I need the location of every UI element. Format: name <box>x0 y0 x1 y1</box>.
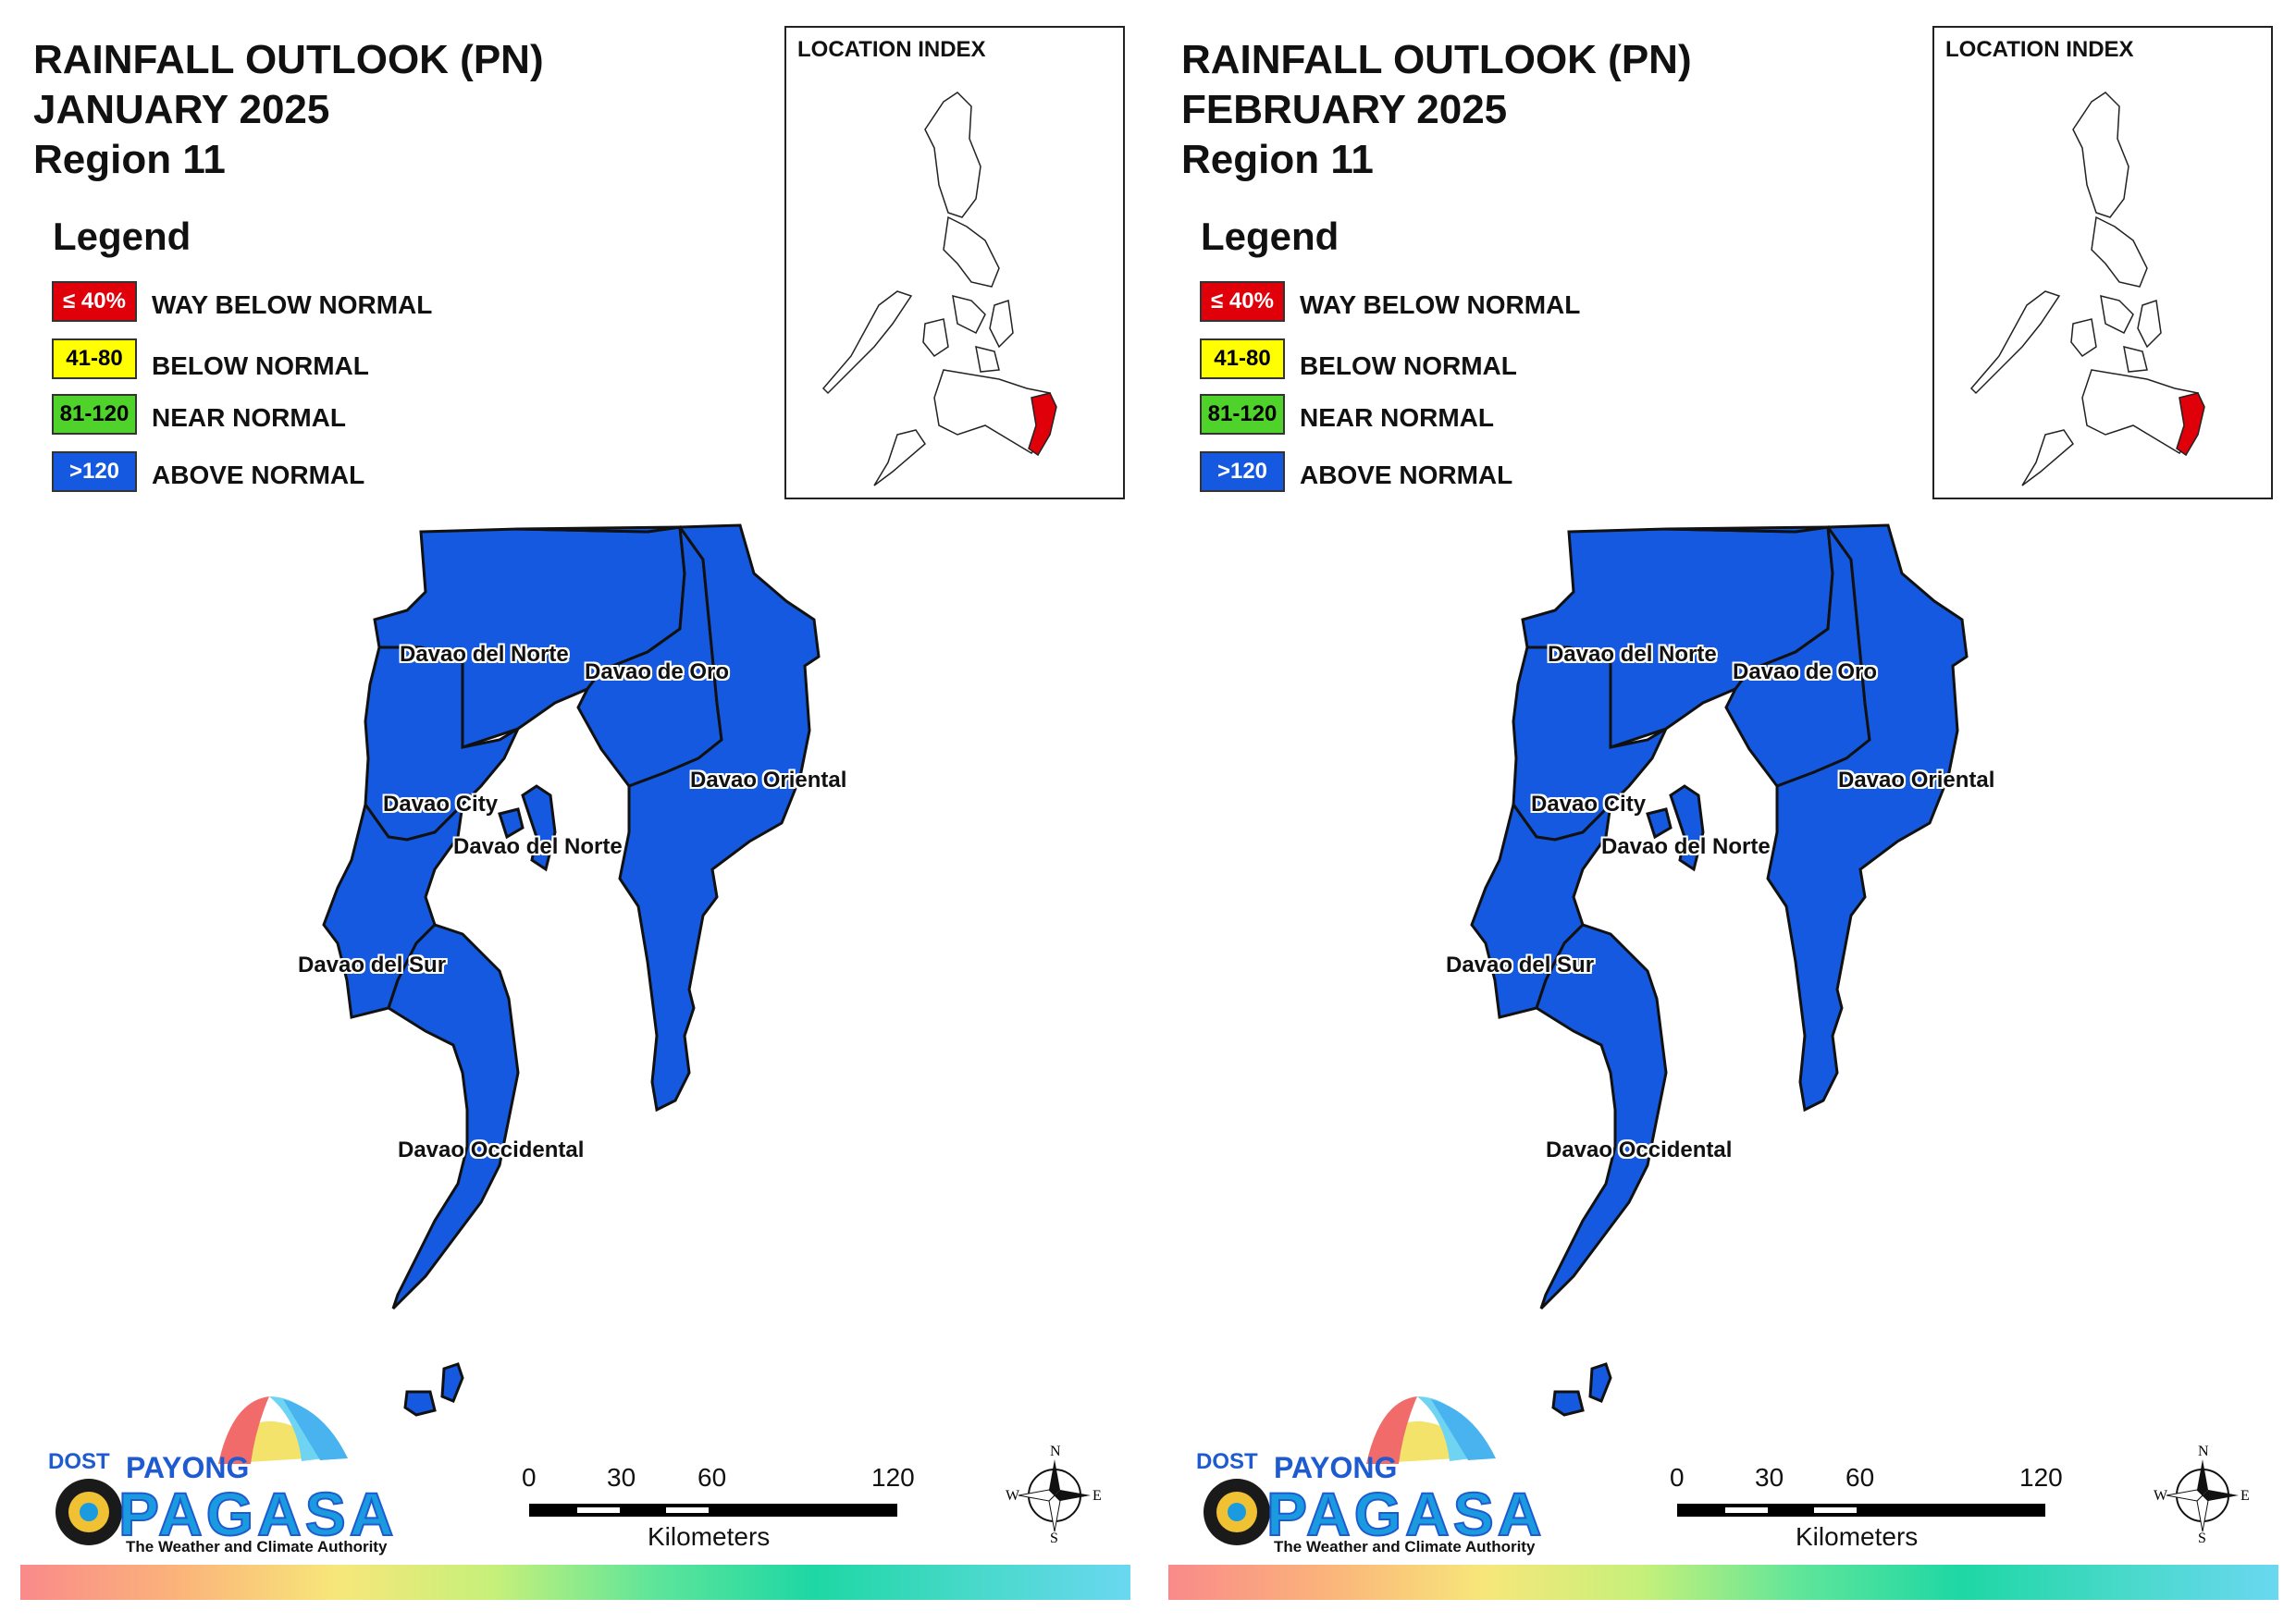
place-label: Davao City <box>1531 792 1647 817</box>
legend-swatch: ≤ 40% <box>1200 281 1285 322</box>
compass-w: W <box>1006 1488 1020 1504</box>
compass-s: S <box>2198 1531 2206 1544</box>
place-label: Davao de Oro <box>1733 659 1878 684</box>
scale-tick: 0 <box>1670 1463 1685 1492</box>
legend-label: NEAR NORMAL <box>152 403 346 432</box>
outlook-panel-february: RAINFALL OUTLOOK (PN) FEBRUARY 2025 Regi… <box>1148 0 2296 1623</box>
scale-unit: Kilometers <box>648 1522 771 1551</box>
compass-e: E <box>2240 1488 2250 1504</box>
philippines-inset-map <box>821 92 1057 486</box>
compass-n: N <box>2198 1444 2209 1459</box>
scale-bar-graphic <box>1677 1504 2045 1517</box>
location-index-inset: LOCATION INDEX <box>1932 26 2273 499</box>
map-title: RAINFALL OUTLOOK (PN) FEBRUARY 2025 Regi… <box>1181 35 1692 185</box>
legend-swatch: 41-80 <box>1200 338 1285 379</box>
legend-label: NEAR NORMAL <box>1300 403 1494 432</box>
logo-payong-text: PAYONG <box>126 1451 250 1484</box>
scale-tick: 120 <box>871 1463 915 1492</box>
scale-unit: Kilometers <box>1796 1522 1919 1551</box>
place-label: Davao del Sur <box>1446 953 1595 977</box>
place-label: Davao del Sur <box>298 953 447 977</box>
scale-tick: 0 <box>522 1463 537 1492</box>
umbrella-icon <box>1204 1396 1496 1545</box>
legend-title: Legend <box>53 215 191 258</box>
place-label: Davao del Norte <box>1601 834 1771 859</box>
scale-tick: 30 <box>607 1463 636 1492</box>
scale-tick: 120 <box>2019 1463 2063 1492</box>
compass-s: S <box>1050 1531 1058 1544</box>
outlook-panel-january: RAINFALL OUTLOOK (PN) JANUARY 2025 Regio… <box>20 26 1130 1600</box>
scale-tick: 30 <box>1755 1463 1784 1492</box>
legend-swatch: 41-80 <box>52 338 137 379</box>
map-title: RAINFALL OUTLOOK (PN) JANUARY 2025 Regio… <box>33 35 544 185</box>
place-label: Davao Occidental <box>1546 1137 1733 1162</box>
logo-pagasa-text: PAGASA <box>1265 1479 1546 1549</box>
location-index-title: LOCATION INDEX <box>797 37 986 62</box>
legend-label: ABOVE NORMAL <box>152 461 365 489</box>
legend-label: ABOVE NORMAL <box>1300 461 1513 489</box>
pagasa-logo: DOST PAYONG PAGASA The Weather and Clima… <box>33 1392 394 1568</box>
title-region: Region 11 <box>1181 137 1374 182</box>
philippines-inset-map <box>1969 92 2205 486</box>
legend-swatch: 81-120 <box>52 394 137 435</box>
legend-label: BELOW NORMAL <box>152 351 369 380</box>
compass-n: N <box>1050 1444 1061 1459</box>
umbrella-icon <box>56 1396 348 1545</box>
title-line-1: RAINFALL OUTLOOK (PN) <box>33 37 544 82</box>
scale-tick: 60 <box>697 1463 727 1492</box>
region-11-map <box>322 523 821 1417</box>
legend-swatch: ≤ 40% <box>52 281 137 322</box>
legend-swatch: 81-120 <box>1200 394 1285 435</box>
scale-bar: 0 30 60 120 Kilometers <box>1670 1459 2064 1552</box>
pagasa-logo: DOST PAYONG PAGASA The Weather and Clima… <box>1181 1392 1542 1568</box>
legend-swatch: >120 <box>1200 451 1285 492</box>
legend-label: WAY BELOW NORMAL <box>1300 290 1581 319</box>
footer-color-bar <box>1168 1565 2278 1600</box>
place-label: Davao Oriental <box>1838 768 1995 793</box>
title-month: FEBRUARY 2025 <box>1181 87 1508 132</box>
place-label: Davao del Norte <box>1548 642 1717 667</box>
title-region: Region 11 <box>33 137 226 182</box>
scale-tick: 60 <box>1845 1463 1875 1492</box>
logo-tagline: The Weather and Climate Authority <box>1274 1538 1536 1555</box>
legend-title: Legend <box>1201 215 1339 258</box>
legend-label: WAY BELOW NORMAL <box>152 290 433 319</box>
logo-dost-text: DOST <box>48 1449 110 1474</box>
place-label: Davao del Norte <box>453 834 623 859</box>
region-11-highlight <box>2176 392 2205 457</box>
place-label: Davao del Norte <box>400 642 569 667</box>
location-index-title: LOCATION INDEX <box>1945 37 2134 62</box>
north-arrow-compass-icon: N S E W <box>1006 1444 1102 1544</box>
logo-tagline: The Weather and Climate Authority <box>126 1538 388 1555</box>
scale-bar-graphic <box>529 1504 897 1517</box>
compass-e: E <box>1092 1488 1102 1504</box>
north-arrow-compass-icon: N S E W <box>2154 1444 2250 1544</box>
location-index-inset: LOCATION INDEX <box>784 26 1125 499</box>
logo-dost-text: DOST <box>1196 1449 1258 1474</box>
place-label: Davao de Oro <box>585 659 730 684</box>
region-11-map <box>1470 523 1969 1417</box>
title-line-1: RAINFALL OUTLOOK (PN) <box>1181 37 1692 82</box>
legend-label: BELOW NORMAL <box>1300 351 1517 380</box>
compass-w: W <box>2154 1488 2168 1504</box>
region-11-highlight <box>1028 392 1057 457</box>
place-label: Davao City <box>383 792 499 817</box>
logo-pagasa-text: PAGASA <box>117 1479 398 1549</box>
scale-bar: 0 30 60 120 Kilometers <box>522 1459 916 1552</box>
place-label: Davao Oriental <box>690 768 847 793</box>
place-label: Davao Occidental <box>398 1137 585 1162</box>
footer-color-bar <box>20 1565 1130 1600</box>
title-month: JANUARY 2025 <box>33 87 330 132</box>
logo-payong-text: PAYONG <box>1274 1451 1398 1484</box>
legend-swatch: >120 <box>52 451 137 492</box>
